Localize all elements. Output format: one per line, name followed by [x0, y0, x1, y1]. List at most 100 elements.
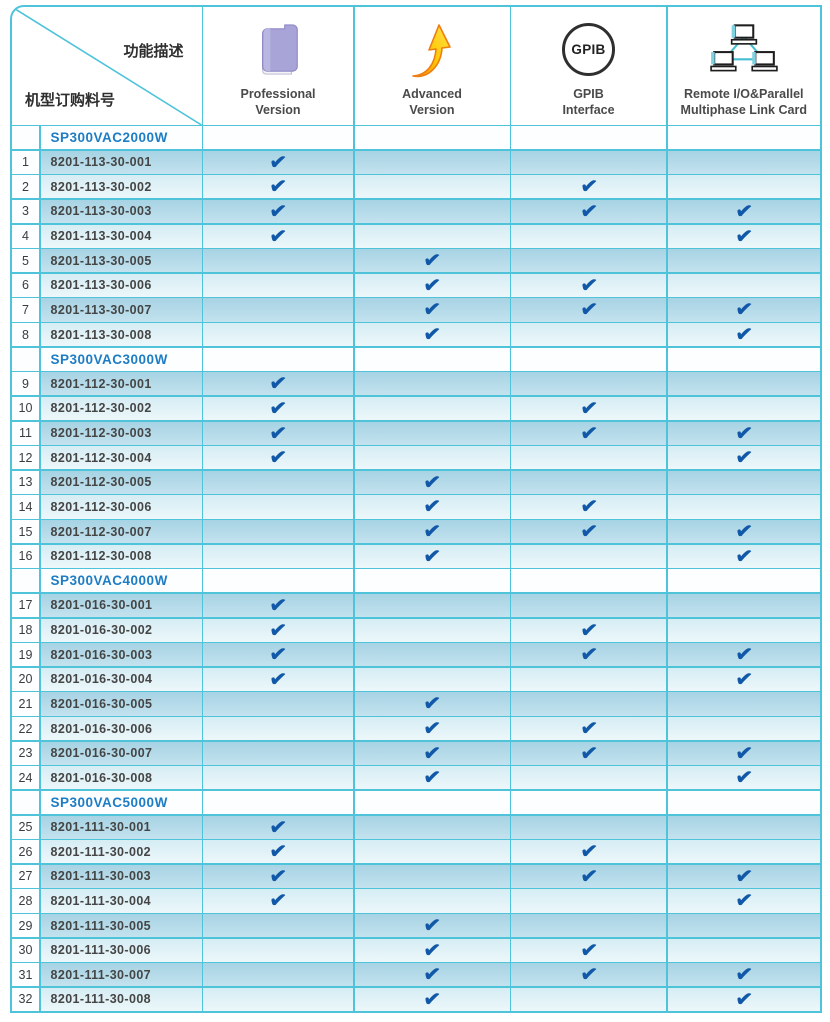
part-number-cell: 8201-113-30-002 [40, 175, 202, 199]
check-icon: ✔ [578, 715, 599, 741]
check-icon: ✔ [422, 690, 443, 717]
table-header-row: 功能描述 机型订购料号 Professional Version [12, 7, 820, 126]
check-icon: ✔ [422, 518, 443, 544]
check-icon: ✔ [733, 887, 754, 914]
part-number-cell: 8201-112-30-006 [40, 495, 202, 519]
feature-check-cell [667, 692, 820, 716]
check-icon: ✔ [268, 198, 289, 224]
check-icon: ✔ [733, 986, 754, 1012]
table-row: 30 8201-111-30-006 ✔ ✔ [12, 937, 820, 963]
section-title: SP300VAC5000W [40, 790, 202, 814]
feature-cell [354, 790, 510, 814]
feature-check-cell [667, 914, 820, 938]
check-icon: ✔ [268, 641, 289, 668]
part-number-cell: 8201-113-30-008 [40, 323, 202, 347]
check-icon: ✔ [422, 542, 443, 569]
part-number-cell: 8201-113-30-007 [40, 298, 202, 322]
table-row: 13 8201-112-30-005 ✔ [12, 469, 820, 495]
check-icon: ✔ [422, 986, 443, 1012]
row-number-cell: 25 [12, 815, 39, 839]
feature-check-cell: ✔ [511, 739, 666, 766]
check-icon: ✔ [422, 739, 443, 766]
check-icon: ✔ [268, 616, 289, 643]
feature-cell [667, 126, 820, 150]
feature-check-cell: ✔ [667, 863, 820, 889]
check-icon: ✔ [422, 961, 443, 988]
feature-check-cell: ✔ [203, 419, 353, 446]
check-icon: ✔ [733, 665, 754, 692]
part-number-cell: 8201-113-30-006 [40, 273, 202, 297]
row-number-cell: 13 [12, 470, 39, 494]
section-header-row: SP300VAC3000W [12, 347, 820, 371]
feature-check-cell [203, 470, 353, 494]
feature-check-cell: ✔ [511, 494, 666, 519]
corner-label-model-part-number: 机型订购料号 [25, 92, 116, 109]
feature-cell [511, 347, 666, 371]
table-row: 16 8201-112-30-008 ✔ ✔ [12, 542, 820, 569]
section-title: SP300VAC3000W [40, 347, 202, 371]
feature-check-cell: ✔ [203, 444, 353, 470]
feature-check-cell: ✔ [667, 986, 820, 1012]
feature-check-cell: ✔ [203, 863, 353, 889]
feature-check-cell [667, 396, 820, 420]
feature-check-cell [203, 520, 353, 544]
feature-check-cell [203, 766, 353, 790]
row-number-cell: 28 [12, 889, 39, 913]
table-row: 1 8201-113-30-001 ✔ [12, 149, 820, 175]
row-number-cell: 31 [12, 963, 39, 987]
feature-check-cell: ✔ [354, 297, 510, 322]
check-icon: ✔ [268, 592, 289, 618]
check-icon: ✔ [578, 395, 599, 421]
feature-check-cell: ✔ [354, 912, 510, 938]
feature-check-cell: ✔ [667, 223, 820, 248]
feature-check-cell: ✔ [203, 641, 353, 668]
table-row: 8 8201-113-30-008 ✔ ✔ [12, 321, 820, 347]
feature-check-cell: ✔ [511, 937, 666, 963]
feature-check-cell: ✔ [354, 739, 510, 766]
check-icon: ✔ [578, 616, 599, 643]
check-icon: ✔ [268, 419, 289, 446]
part-number-cell: 8201-111-30-001 [40, 815, 202, 839]
feature-check-cell [667, 717, 820, 741]
feature-check-cell: ✔ [667, 641, 820, 667]
column-header-label: Remote I/O&Parallel Multiphase Link Card [680, 86, 807, 117]
feature-check-cell: ✔ [354, 961, 510, 988]
feature-check-cell [511, 815, 666, 839]
table-row: 10 8201-112-30-002 ✔ ✔ [12, 395, 820, 421]
part-number-cell: 8201-113-30-003 [40, 199, 202, 223]
feature-check-cell: ✔ [203, 173, 353, 199]
check-icon: ✔ [268, 813, 289, 840]
check-icon: ✔ [578, 961, 599, 988]
feature-cell [667, 569, 820, 593]
feature-check-cell: ✔ [511, 862, 666, 889]
part-number-cell: 8201-112-30-004 [40, 446, 202, 470]
feature-cell [203, 126, 353, 150]
feature-check-cell: ✔ [667, 444, 820, 470]
check-icon: ✔ [578, 739, 599, 766]
check-icon: ✔ [268, 838, 289, 865]
row-number-cell: 29 [12, 914, 39, 938]
diagonal-divider-line [12, 7, 202, 125]
row-number-cell: 24 [12, 766, 39, 790]
check-icon: ✔ [733, 198, 754, 224]
table-row: 2 8201-113-30-002 ✔ ✔ [12, 173, 820, 199]
part-number-cell: 8201-112-30-005 [40, 470, 202, 494]
feature-check-cell: ✔ [667, 887, 820, 914]
feature-check-cell [354, 224, 510, 248]
check-icon: ✔ [578, 518, 599, 544]
check-icon: ✔ [733, 419, 754, 446]
table-row: 20 8201-016-30-004 ✔ ✔ [12, 665, 820, 692]
table-row: 5 8201-113-30-005 ✔ [12, 247, 820, 274]
check-icon: ✔ [578, 862, 599, 889]
feature-check-cell: ✔ [354, 321, 510, 347]
part-number-cell: 8201-111-30-004 [40, 889, 202, 913]
feature-check-cell: ✔ [511, 272, 666, 298]
feature-check-cell [667, 273, 820, 297]
check-icon: ✔ [422, 247, 443, 274]
feature-check-cell [511, 987, 666, 1011]
feature-check-cell: ✔ [203, 395, 353, 421]
gpib-icon-text: GPIB [571, 41, 606, 57]
row-number-cell [12, 790, 39, 814]
feature-check-cell [354, 593, 510, 617]
row-number-cell: 30 [12, 938, 39, 962]
